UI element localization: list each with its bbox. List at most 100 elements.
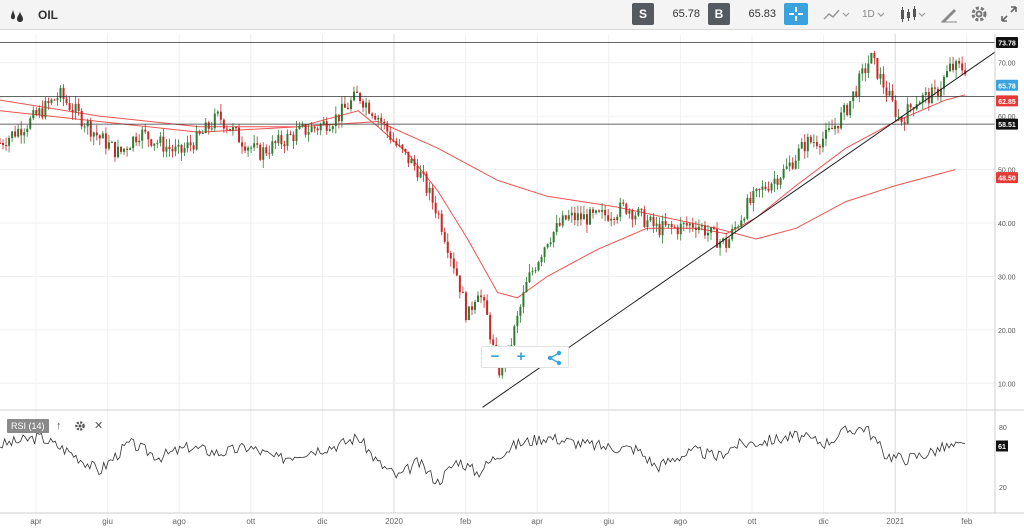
rsi-value-label: 61 xyxy=(998,444,1006,451)
candle-body xyxy=(470,306,473,310)
sell-button[interactable]: S xyxy=(632,3,654,25)
candle-body xyxy=(183,148,186,153)
candle-body xyxy=(918,102,921,105)
candle-body xyxy=(809,136,812,143)
candle-body xyxy=(368,102,371,114)
candle-body xyxy=(697,226,700,231)
candle-body xyxy=(89,120,92,137)
candle-body xyxy=(776,178,779,185)
candle-body xyxy=(228,129,231,131)
candle-body xyxy=(153,143,156,146)
price-tag-label: 65.78 xyxy=(998,83,1016,90)
candle-body xyxy=(325,121,328,131)
candle-body xyxy=(706,232,709,236)
candle-body xyxy=(694,227,697,231)
candle-body xyxy=(204,122,207,134)
candle-body xyxy=(455,268,458,276)
candle-body xyxy=(673,226,676,228)
candle-body xyxy=(646,220,649,227)
candle-body xyxy=(573,212,576,221)
draw-tool-icon[interactable] xyxy=(938,3,960,25)
candle-body xyxy=(849,101,852,116)
candle-body xyxy=(755,188,758,191)
candle-body xyxy=(14,131,17,137)
candle-body xyxy=(815,142,818,147)
candle-body xyxy=(610,218,613,221)
candle-body xyxy=(77,103,80,111)
candle-body xyxy=(189,142,192,146)
rsi-indicator-label[interactable]: RSI (14) xyxy=(7,419,49,433)
candle-body xyxy=(98,135,101,139)
candle-body xyxy=(11,131,14,138)
candle-body xyxy=(682,223,685,225)
candle-body xyxy=(231,127,234,131)
timeframe-selector[interactable]: 1D xyxy=(862,9,875,20)
oil-price-chart[interactable]: apr giu ago ott dic 2020 feb apr giu ago ott dic 202… xyxy=(0,30,1024,531)
candle-body xyxy=(234,127,237,129)
candle-body xyxy=(728,239,731,248)
crosshair-button[interactable] xyxy=(784,3,808,25)
candle-body xyxy=(834,125,837,130)
x-tick-label: giu xyxy=(102,517,113,526)
candle-body xyxy=(241,142,244,147)
candle-body xyxy=(558,223,561,226)
candle-body xyxy=(906,104,909,124)
zoom-in-icon[interactable]: + xyxy=(516,348,526,365)
candle-body xyxy=(210,128,213,130)
candle-body xyxy=(552,231,555,243)
close-icon[interactable]: ✕ xyxy=(94,420,104,432)
candle-body xyxy=(740,220,743,227)
candle-body xyxy=(277,135,280,144)
candle-body xyxy=(652,216,655,226)
zoom-out-icon[interactable]: − xyxy=(490,348,500,365)
candle-body xyxy=(843,105,846,113)
candle-body xyxy=(598,210,601,212)
candle-body xyxy=(837,125,840,129)
candle-body xyxy=(265,147,268,154)
candle-body xyxy=(525,281,528,293)
candle-body xyxy=(564,215,567,220)
reference-lines xyxy=(0,42,996,408)
candle-body xyxy=(162,136,165,152)
candlestick-icon[interactable] xyxy=(898,3,928,25)
candle-body xyxy=(549,242,552,245)
candle-body xyxy=(800,141,803,149)
settings-gear-icon[interactable] xyxy=(968,3,990,25)
candle-body xyxy=(398,144,401,146)
candle-body xyxy=(74,103,77,113)
settings-gear-icon[interactable] xyxy=(74,420,86,432)
candle-body xyxy=(634,215,637,220)
candle-body xyxy=(110,141,113,143)
share-icon[interactable] xyxy=(544,349,566,367)
candle-body xyxy=(198,131,201,134)
candle-body xyxy=(758,188,761,190)
candle-body xyxy=(201,133,204,135)
candle-body xyxy=(207,122,210,129)
arrow-up-icon[interactable]: ↑ xyxy=(56,420,62,432)
candle-body xyxy=(95,132,98,136)
candle-body xyxy=(144,129,147,132)
expand-icon[interactable] xyxy=(998,3,1020,25)
candle-body xyxy=(688,223,691,226)
candle-body xyxy=(65,98,68,103)
chart-type-icon[interactable] xyxy=(822,3,852,25)
candle-body xyxy=(307,132,310,135)
buy-button[interactable]: B xyxy=(708,3,730,25)
rsi-line xyxy=(0,425,966,486)
candle-body xyxy=(365,102,368,108)
candle-body xyxy=(443,231,446,242)
candle-body xyxy=(458,275,461,293)
candle-body xyxy=(767,188,770,191)
candle-body xyxy=(752,190,755,203)
candle-body xyxy=(933,87,936,89)
candle-body xyxy=(955,61,958,71)
candle-body xyxy=(104,133,107,149)
candle-body xyxy=(259,144,262,160)
candle-body xyxy=(891,90,894,101)
candle-body xyxy=(180,144,183,153)
candle-body xyxy=(301,124,304,126)
candle-body xyxy=(921,95,924,103)
candle-body xyxy=(467,306,470,321)
candle-body xyxy=(216,111,219,114)
candle-body xyxy=(150,139,153,146)
